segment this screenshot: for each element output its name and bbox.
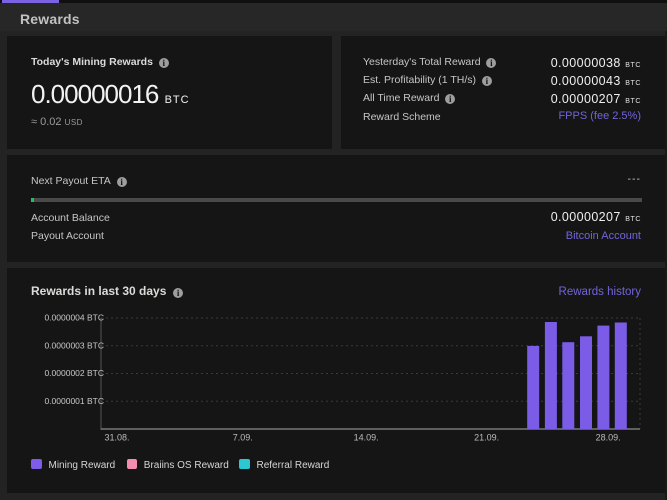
svg-text:28.09.: 28.09. xyxy=(596,433,621,443)
svg-text:14.09.: 14.09. xyxy=(354,433,379,443)
svg-text:0.0000003 BTC: 0.0000003 BTC xyxy=(44,340,104,350)
svg-text:0.0000002 BTC: 0.0000002 BTC xyxy=(44,368,104,378)
svg-text:21.09.: 21.09. xyxy=(474,433,499,443)
svg-text:7.09.: 7.09. xyxy=(233,433,253,443)
svg-text:0.0000001 BTC: 0.0000001 BTC xyxy=(44,396,104,406)
svg-text:0.0000004 BTC: 0.0000004 BTC xyxy=(44,313,104,323)
svg-text:31.08.: 31.08. xyxy=(104,433,129,443)
